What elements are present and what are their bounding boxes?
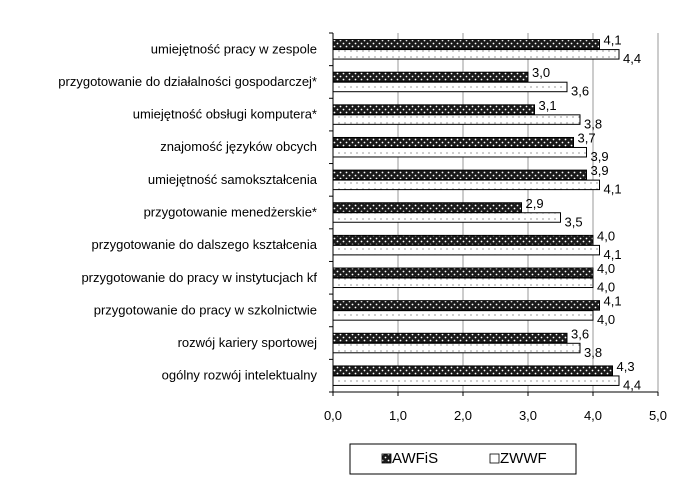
bar-zwwf xyxy=(332,375,620,386)
x-tick-label: 4,0 xyxy=(584,408,602,423)
value-label-awfis: 3,6 xyxy=(571,326,589,341)
x-tick-label: 0,0 xyxy=(324,408,342,423)
value-label-awfis: 4,1 xyxy=(604,33,622,48)
category-label: umiejętność pracy w zespole xyxy=(151,41,317,56)
bar-zwwf xyxy=(332,212,561,223)
value-label-awfis: 3,7 xyxy=(578,130,596,145)
bar-zwwf xyxy=(332,114,581,125)
legend-swatch-awfis xyxy=(381,453,392,464)
x-tick-label: 5,0 xyxy=(649,408,667,423)
value-label-zwwf: 3,6 xyxy=(571,84,589,99)
bar-awfis xyxy=(332,234,594,246)
value-label-zwwf: 3,8 xyxy=(584,345,602,360)
category-label: przygotowanie do pracy w szkolnictwie xyxy=(94,302,317,317)
value-label-awfis: 4,0 xyxy=(597,261,615,276)
bar-awfis xyxy=(332,267,594,279)
value-label-awfis: 3,9 xyxy=(591,163,609,178)
value-label-zwwf: 4,4 xyxy=(623,377,641,392)
bar-awfis xyxy=(332,104,535,115)
category-label: przygotowanie menedżerskie* xyxy=(144,205,317,220)
legend-label-awfis: AWFiS xyxy=(392,450,438,467)
bars: 4,14,43,03,63,13,83,73,93,94,12,93,54,04… xyxy=(332,33,641,392)
x-tick-label: 3,0 xyxy=(519,408,537,423)
x-tick-label: 2,0 xyxy=(454,408,472,423)
value-label-zwwf: 4,4 xyxy=(623,51,641,66)
value-label-awfis: 2,9 xyxy=(526,196,544,211)
bar-zwwf xyxy=(332,342,581,354)
value-label-zwwf: 4,0 xyxy=(597,280,615,295)
x-tick-label: 1,0 xyxy=(389,408,407,423)
legend-label-zwwf: ZWWF xyxy=(500,450,547,467)
bar-zwwf xyxy=(332,49,620,60)
value-label-zwwf: 3,5 xyxy=(565,214,583,229)
bar-awfis xyxy=(332,202,522,213)
bar-awfis xyxy=(332,136,574,148)
bar-awfis xyxy=(332,39,600,50)
category-label: przygotowanie do działalności gospodarcz… xyxy=(58,74,317,89)
bar-awfis xyxy=(332,365,613,376)
category-label: umiejętność obsługi komputera* xyxy=(133,107,317,122)
value-label-awfis: 4,3 xyxy=(617,359,635,374)
bar-zwwf xyxy=(332,310,594,321)
value-label-awfis: 4,0 xyxy=(597,228,615,243)
bar-zwwf xyxy=(332,146,587,158)
category-label: ogólny rozwój intelektualny xyxy=(162,368,318,383)
value-label-zwwf: 4,1 xyxy=(604,247,622,262)
value-label-zwwf: 4,1 xyxy=(604,182,622,197)
bar-awfis xyxy=(332,332,568,344)
value-label-zwwf: 4,0 xyxy=(597,312,615,327)
category-label: znajomość języków obcych xyxy=(160,139,317,154)
value-label-awfis: 3,1 xyxy=(539,98,557,113)
bar-zwwf xyxy=(332,277,594,289)
value-label-awfis: 4,1 xyxy=(604,294,622,309)
value-label-zwwf: 3,8 xyxy=(584,116,602,131)
bar-awfis xyxy=(332,300,600,311)
value-label-zwwf: 3,9 xyxy=(591,149,609,164)
bar-zwwf xyxy=(332,179,600,191)
category-label: przygotowanie do dalszego kształcenia xyxy=(92,237,318,252)
bar-awfis xyxy=(332,169,587,181)
value-label-awfis: 3,0 xyxy=(532,65,550,80)
category-label: przygotowanie do pracy w instytucjach kf xyxy=(81,270,317,285)
category-label: rozwój kariery sportowej xyxy=(178,335,318,350)
bar-zwwf xyxy=(332,244,600,256)
bar-awfis xyxy=(332,71,529,83)
legend: AWFiS ZWWF xyxy=(349,443,577,475)
category-label: umiejętność samokształcenia xyxy=(148,172,318,187)
plot-area: 4,14,43,03,63,13,83,73,93,94,12,93,54,04… xyxy=(58,32,667,423)
legend-swatch-zwwf xyxy=(489,453,500,464)
bar-zwwf xyxy=(332,81,568,93)
axes: 0,0 1,0 2,0 3,0 4,0 5,0 umiejętność pracy w ze… xyxy=(58,32,667,423)
